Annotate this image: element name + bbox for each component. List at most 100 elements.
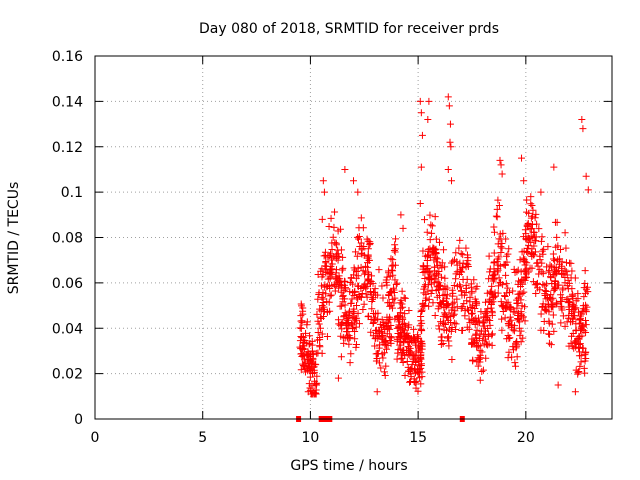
data-point: [377, 364, 385, 372]
data-point: [504, 354, 512, 362]
data-point: [559, 270, 567, 278]
data-point: [559, 312, 567, 320]
data-point: [520, 288, 528, 296]
data-point: [376, 328, 384, 336]
data-point: [583, 283, 591, 291]
data-point: [484, 305, 492, 313]
data-point: [450, 281, 458, 289]
data-point: [486, 321, 494, 329]
data-point: [529, 206, 537, 214]
y-tick-label: 0.14: [52, 94, 83, 110]
data-point: [331, 208, 339, 216]
data-point: [579, 302, 587, 310]
data-point: [395, 323, 403, 331]
data-point: [462, 281, 470, 289]
grid-lines: [95, 56, 612, 419]
data-point: [564, 285, 572, 293]
data-point: [548, 320, 556, 328]
data-point: [420, 216, 428, 224]
data-point: [455, 244, 463, 252]
data-point: [520, 177, 528, 185]
data-point: [318, 273, 326, 281]
data-point: [329, 233, 337, 241]
data-point: [390, 286, 398, 294]
data-point: [561, 322, 569, 330]
data-point: [490, 293, 498, 301]
data-point: [550, 264, 558, 272]
data-point: [524, 220, 532, 228]
data-point: [548, 301, 556, 309]
data-point: [338, 282, 346, 290]
data-point: [541, 305, 549, 313]
data-point: [334, 256, 342, 264]
data-point: [351, 328, 359, 336]
data-point: [563, 296, 571, 304]
data-point: [424, 251, 432, 259]
data-point: [501, 292, 509, 300]
data-point: [575, 320, 583, 328]
data-point: [536, 266, 544, 274]
data-point: [517, 310, 525, 318]
data-point: [450, 310, 458, 318]
data-point: [343, 324, 351, 332]
data-point: [505, 348, 513, 356]
data-point: [498, 326, 506, 334]
data-point: [453, 295, 461, 303]
data-point: [497, 235, 505, 243]
data-point: [334, 227, 342, 235]
data-point: [435, 325, 443, 333]
data-point: [577, 324, 585, 332]
data-point: [384, 299, 392, 307]
data-point: [353, 301, 361, 309]
data-point: [553, 233, 561, 241]
data-point: [457, 250, 465, 258]
data-point: [483, 340, 491, 348]
data-point: [393, 335, 401, 343]
data-point: [432, 287, 440, 295]
data-point: [350, 177, 357, 185]
data-point: [318, 293, 326, 301]
data-point: [398, 300, 406, 308]
data-point: [400, 349, 408, 357]
data-point: [439, 292, 447, 300]
data-point: [308, 347, 316, 355]
data-point: [334, 316, 342, 324]
data-point: [378, 282, 386, 290]
data-point: [370, 314, 378, 322]
data-point: [528, 201, 536, 209]
data-point: [567, 259, 575, 267]
data-point: [575, 352, 583, 360]
data-point: [353, 252, 361, 260]
data-point: [341, 301, 349, 309]
data-point: [580, 364, 588, 372]
data-point: [388, 262, 396, 270]
y-tick-label: 0.1: [61, 185, 83, 201]
data-point: [346, 359, 354, 367]
data-point: [562, 244, 570, 252]
data-point: [584, 186, 592, 194]
data-point: [435, 279, 443, 287]
data-point: [435, 267, 443, 275]
data-point: [364, 251, 372, 259]
x-axis-ticks: 0 5 10 15 20: [91, 56, 535, 446]
data-point: [306, 332, 314, 340]
data-point: [425, 295, 433, 303]
data-point: [371, 335, 379, 343]
data-point: [476, 354, 484, 362]
data-point: [497, 243, 505, 251]
data-point: [420, 262, 428, 270]
data-point: [337, 332, 345, 340]
data-point: [535, 270, 543, 278]
data-point: [354, 295, 362, 303]
data-point: [384, 318, 392, 326]
data-point: [457, 304, 465, 312]
data-point: [557, 302, 565, 310]
data-point: [476, 330, 484, 338]
data-point: [417, 349, 425, 357]
data-point: [563, 318, 571, 326]
data-point: [401, 371, 409, 379]
data-point: [495, 274, 503, 282]
data-point: [449, 304, 457, 312]
data-point: [423, 228, 431, 236]
data-point: [532, 289, 540, 297]
